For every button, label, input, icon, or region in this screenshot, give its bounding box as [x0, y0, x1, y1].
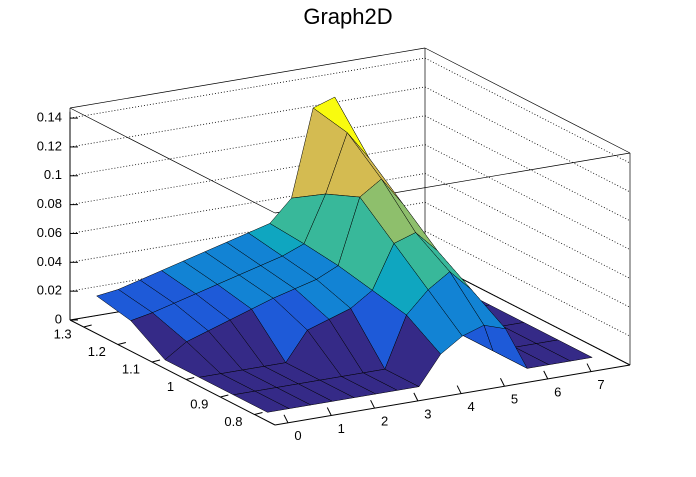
grid-line	[69, 86, 426, 148]
x-tick	[543, 370, 549, 380]
z-tick-label: 0.02	[37, 283, 62, 298]
y-tick-label: 1.3	[54, 326, 72, 341]
x-tick	[413, 392, 419, 402]
y-tick-label: 1.2	[88, 344, 106, 359]
z-tick-label: 0.08	[37, 196, 62, 211]
box-edge	[274, 364, 631, 426]
x-tick-label: 0	[294, 428, 301, 443]
y-tick-label: 1.1	[122, 361, 140, 376]
y-tick-label: 0.8	[224, 414, 242, 429]
x-tick	[370, 399, 376, 409]
z-tick-label: 0.14	[37, 110, 62, 125]
grid-line	[69, 57, 426, 119]
x-tick-label: 3	[424, 406, 431, 421]
x-tick-label: 5	[511, 392, 518, 407]
x-tick	[586, 363, 592, 372]
z-tick-label: 0.1	[44, 167, 62, 182]
y-tick	[186, 377, 195, 380]
box-edge	[69, 47, 426, 109]
y-tick-label: 0.9	[190, 396, 208, 411]
box-edge	[424, 47, 631, 154]
box-edge	[69, 107, 276, 214]
z-tick-label: 0.04	[37, 254, 62, 269]
z-tick-label: 0.12	[37, 138, 62, 153]
box-edge	[69, 319, 276, 426]
y-tick-label: 1	[167, 379, 174, 394]
y-tick	[220, 394, 229, 398]
z-tick-label: 0.06	[37, 225, 62, 240]
y-tick	[151, 359, 161, 363]
x-tick	[500, 377, 505, 387]
x-tick	[456, 385, 462, 394]
x-tick-label: 4	[468, 399, 475, 414]
z-tick-label: 0	[55, 311, 62, 326]
chart-title: Graph2D	[303, 4, 392, 29]
x-tick-label: 7	[597, 377, 604, 392]
x-tick-label: 1	[338, 421, 345, 436]
x-tick	[283, 414, 289, 424]
x-tick	[326, 407, 332, 416]
y-tick	[254, 412, 263, 415]
grid-line	[69, 115, 426, 177]
y-tick	[117, 342, 126, 345]
x-tick-label: 6	[554, 384, 561, 399]
x-tick-label: 2	[381, 414, 388, 429]
surface-cell	[232, 390, 290, 413]
y-tick	[83, 324, 92, 328]
